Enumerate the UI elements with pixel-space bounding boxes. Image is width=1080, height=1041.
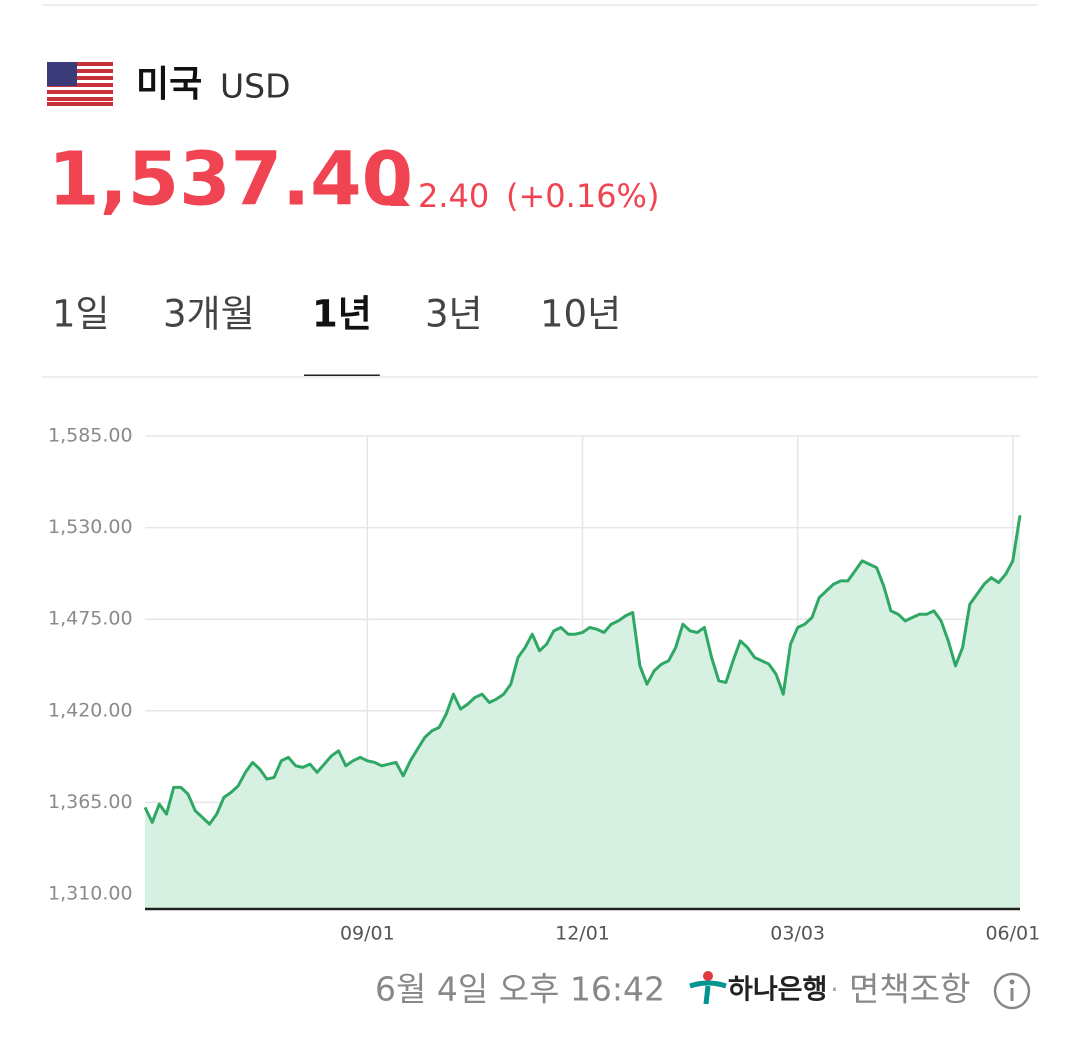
bank-name: 하나은행: [728, 975, 827, 1006]
period-tab[interactable]: 3개월: [163, 293, 255, 336]
y-tick-label: 1,585.00: [48, 425, 133, 447]
area-fill: [145, 515, 1020, 909]
bank-logo: [689, 971, 727, 1005]
period-tab[interactable]: 1일: [52, 293, 110, 336]
period-tabs: 1일 3개월 1년 3년 10년: [52, 293, 621, 378]
currency-code: USD: [220, 67, 291, 106]
us-flag: [47, 62, 113, 106]
price-change-percent: (+0.16%): [506, 177, 659, 215]
y-tick-label: 1,530.00: [48, 516, 133, 538]
price: 1,537.40: [48, 137, 413, 223]
price-line: [143, 515, 1022, 826]
disclaimer-link[interactable]: 면책조항: [849, 970, 970, 1009]
period-tab[interactable]: 1년: [312, 293, 372, 336]
y-tick-label: 1,420.00: [48, 699, 133, 721]
x-tick-label: 12/01: [555, 923, 610, 945]
country-name: 미국: [136, 64, 202, 105]
price-change: 2.40: [418, 177, 489, 215]
x-tick-label: 03/03: [770, 923, 825, 945]
y-tick-label: 1,475.00: [48, 608, 133, 630]
info-icon[interactable]: [993, 972, 1031, 1010]
timestamp: 6월 4일 오후 16:42: [375, 970, 665, 1009]
up-arrow-icon: [390, 194, 410, 206]
period-tab[interactable]: 10년: [540, 293, 621, 336]
chart: 1,585.00 1,530.00 1,475.00 1,420.00 1,365.00…: [48, 425, 1040, 945]
y-tick-label: 1,365.00: [48, 791, 133, 813]
separator: ·: [830, 973, 839, 1006]
period-tab[interactable]: 3년: [425, 293, 483, 336]
y-tick-label: 1,310.00: [48, 883, 133, 905]
x-tick-label: 09/01: [340, 923, 395, 945]
x-tick-label: 06/01: [985, 923, 1040, 945]
